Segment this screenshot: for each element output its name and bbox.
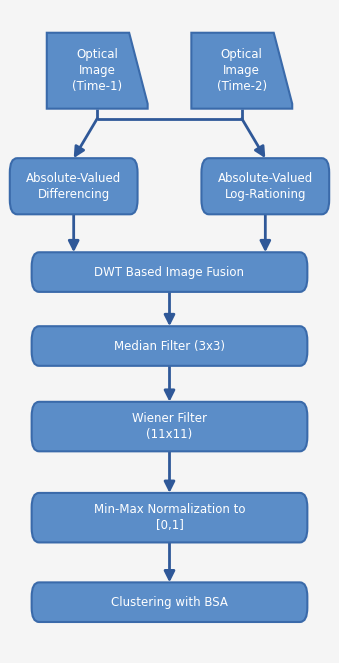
FancyBboxPatch shape xyxy=(201,158,329,214)
FancyBboxPatch shape xyxy=(10,158,138,214)
Polygon shape xyxy=(47,32,148,109)
Text: Optical
Image
(Time-2): Optical Image (Time-2) xyxy=(217,48,267,93)
Text: Clustering with BSA: Clustering with BSA xyxy=(111,595,228,609)
Text: Median Filter (3x3): Median Filter (3x3) xyxy=(114,339,225,353)
Text: Absolute-Valued
Differencing: Absolute-Valued Differencing xyxy=(26,172,121,201)
Text: Min-Max Normalization to
[0,1]: Min-Max Normalization to [0,1] xyxy=(94,503,245,532)
FancyBboxPatch shape xyxy=(32,582,307,622)
FancyBboxPatch shape xyxy=(32,326,307,366)
FancyBboxPatch shape xyxy=(32,493,307,542)
Text: Wiener Filter
(11x11): Wiener Filter (11x11) xyxy=(132,412,207,441)
FancyBboxPatch shape xyxy=(32,402,307,452)
FancyBboxPatch shape xyxy=(32,253,307,292)
Text: Optical
Image
(Time-1): Optical Image (Time-1) xyxy=(72,48,122,93)
Text: DWT Based Image Fusion: DWT Based Image Fusion xyxy=(95,266,244,278)
Polygon shape xyxy=(191,32,292,109)
Text: Absolute-Valued
Log-Rationing: Absolute-Valued Log-Rationing xyxy=(218,172,313,201)
